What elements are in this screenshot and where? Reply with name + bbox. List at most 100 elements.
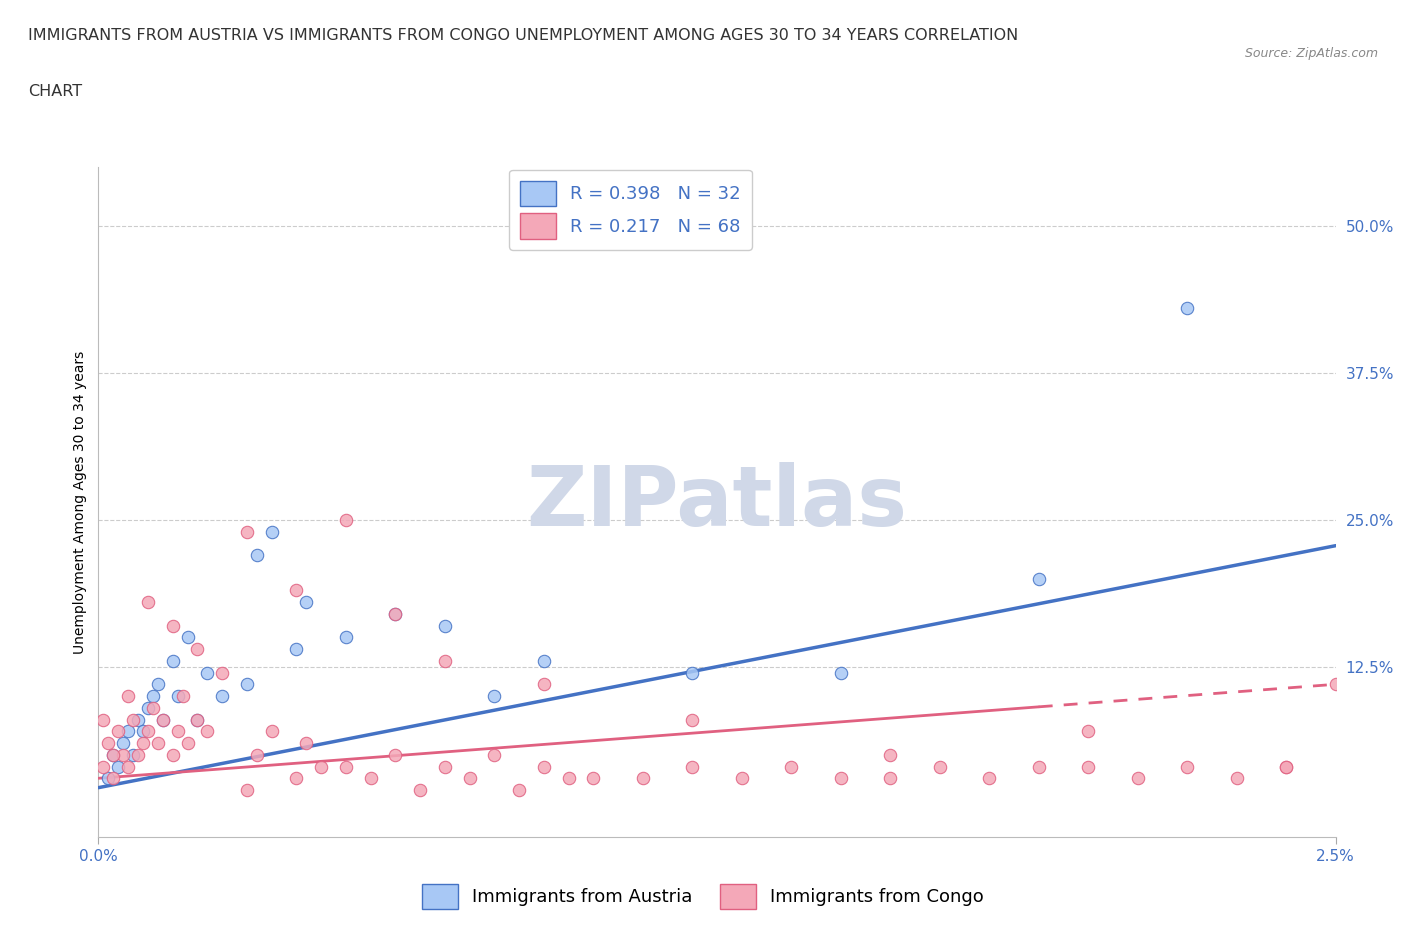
Point <box>830 771 852 786</box>
Point <box>1028 571 1050 586</box>
Point <box>152 712 174 727</box>
Point <box>631 771 654 786</box>
Point <box>335 512 357 527</box>
Point <box>557 771 579 786</box>
Point <box>1275 759 1298 774</box>
Point <box>236 525 259 539</box>
Point <box>1028 759 1050 774</box>
Point <box>236 782 259 797</box>
Point <box>112 736 135 751</box>
Point <box>384 606 406 621</box>
Point <box>309 759 332 774</box>
Point <box>146 677 169 692</box>
Point <box>117 759 139 774</box>
Point <box>979 771 1001 786</box>
Point <box>879 771 901 786</box>
Point <box>127 712 149 727</box>
Legend: R = 0.398   N = 32, R = 0.217   N = 68: R = 0.398 N = 32, R = 0.217 N = 68 <box>509 170 752 250</box>
Point <box>246 748 269 763</box>
Point <box>928 759 950 774</box>
Point <box>780 759 803 774</box>
Text: CHART: CHART <box>28 84 82 99</box>
Point <box>117 688 139 703</box>
Point <box>335 759 357 774</box>
Point <box>93 759 115 774</box>
Point <box>458 771 481 786</box>
Point <box>142 700 165 715</box>
Point <box>195 724 218 738</box>
Point <box>211 688 233 703</box>
Point <box>681 712 703 727</box>
Point <box>136 724 159 738</box>
Point <box>186 712 208 727</box>
Point <box>166 688 188 703</box>
Point <box>260 724 283 738</box>
Point <box>1324 677 1347 692</box>
Point <box>162 748 184 763</box>
Point <box>246 548 269 563</box>
Point <box>136 700 159 715</box>
Point <box>176 630 198 644</box>
Point <box>107 759 129 774</box>
Y-axis label: Unemployment Among Ages 30 to 34 years: Unemployment Among Ages 30 to 34 years <box>73 351 87 654</box>
Point <box>533 759 555 774</box>
Point <box>1126 771 1149 786</box>
Point <box>172 688 194 703</box>
Point <box>433 654 456 669</box>
Point <box>176 736 198 751</box>
Point <box>285 771 308 786</box>
Point <box>830 665 852 680</box>
Point <box>484 688 506 703</box>
Point <box>107 724 129 738</box>
Point <box>1275 759 1298 774</box>
Point <box>136 594 159 609</box>
Point <box>1077 724 1099 738</box>
Point <box>186 642 208 657</box>
Point <box>285 642 308 657</box>
Point <box>731 771 754 786</box>
Point <box>1077 759 1099 774</box>
Text: Source: ZipAtlas.com: Source: ZipAtlas.com <box>1244 46 1378 60</box>
Point <box>162 618 184 633</box>
Point <box>236 677 259 692</box>
Text: ZIPatlas: ZIPatlas <box>527 461 907 543</box>
Point <box>195 665 218 680</box>
Point <box>384 748 406 763</box>
Point <box>582 771 605 786</box>
Point <box>360 771 382 786</box>
Point <box>1175 759 1198 774</box>
Point <box>97 736 120 751</box>
Point <box>1226 771 1249 786</box>
Point <box>533 654 555 669</box>
Point <box>103 748 125 763</box>
Legend: Immigrants from Austria, Immigrants from Congo: Immigrants from Austria, Immigrants from… <box>415 876 991 916</box>
Point <box>132 736 155 751</box>
Point <box>122 712 145 727</box>
Point <box>384 606 406 621</box>
Point <box>285 583 308 598</box>
Point <box>681 759 703 774</box>
Point <box>433 759 456 774</box>
Point <box>295 594 318 609</box>
Point <box>103 771 125 786</box>
Point <box>162 654 184 669</box>
Point <box>132 724 155 738</box>
Point <box>127 748 149 763</box>
Point <box>409 782 432 797</box>
Point <box>484 748 506 763</box>
Point <box>93 712 115 727</box>
Point <box>508 782 530 797</box>
Point <box>186 712 208 727</box>
Point <box>122 748 145 763</box>
Point <box>533 677 555 692</box>
Point <box>1175 301 1198 316</box>
Point <box>260 525 283 539</box>
Point <box>335 630 357 644</box>
Point <box>433 618 456 633</box>
Point <box>681 665 703 680</box>
Point <box>97 771 120 786</box>
Point <box>142 688 165 703</box>
Point <box>211 665 233 680</box>
Point <box>166 724 188 738</box>
Point <box>879 748 901 763</box>
